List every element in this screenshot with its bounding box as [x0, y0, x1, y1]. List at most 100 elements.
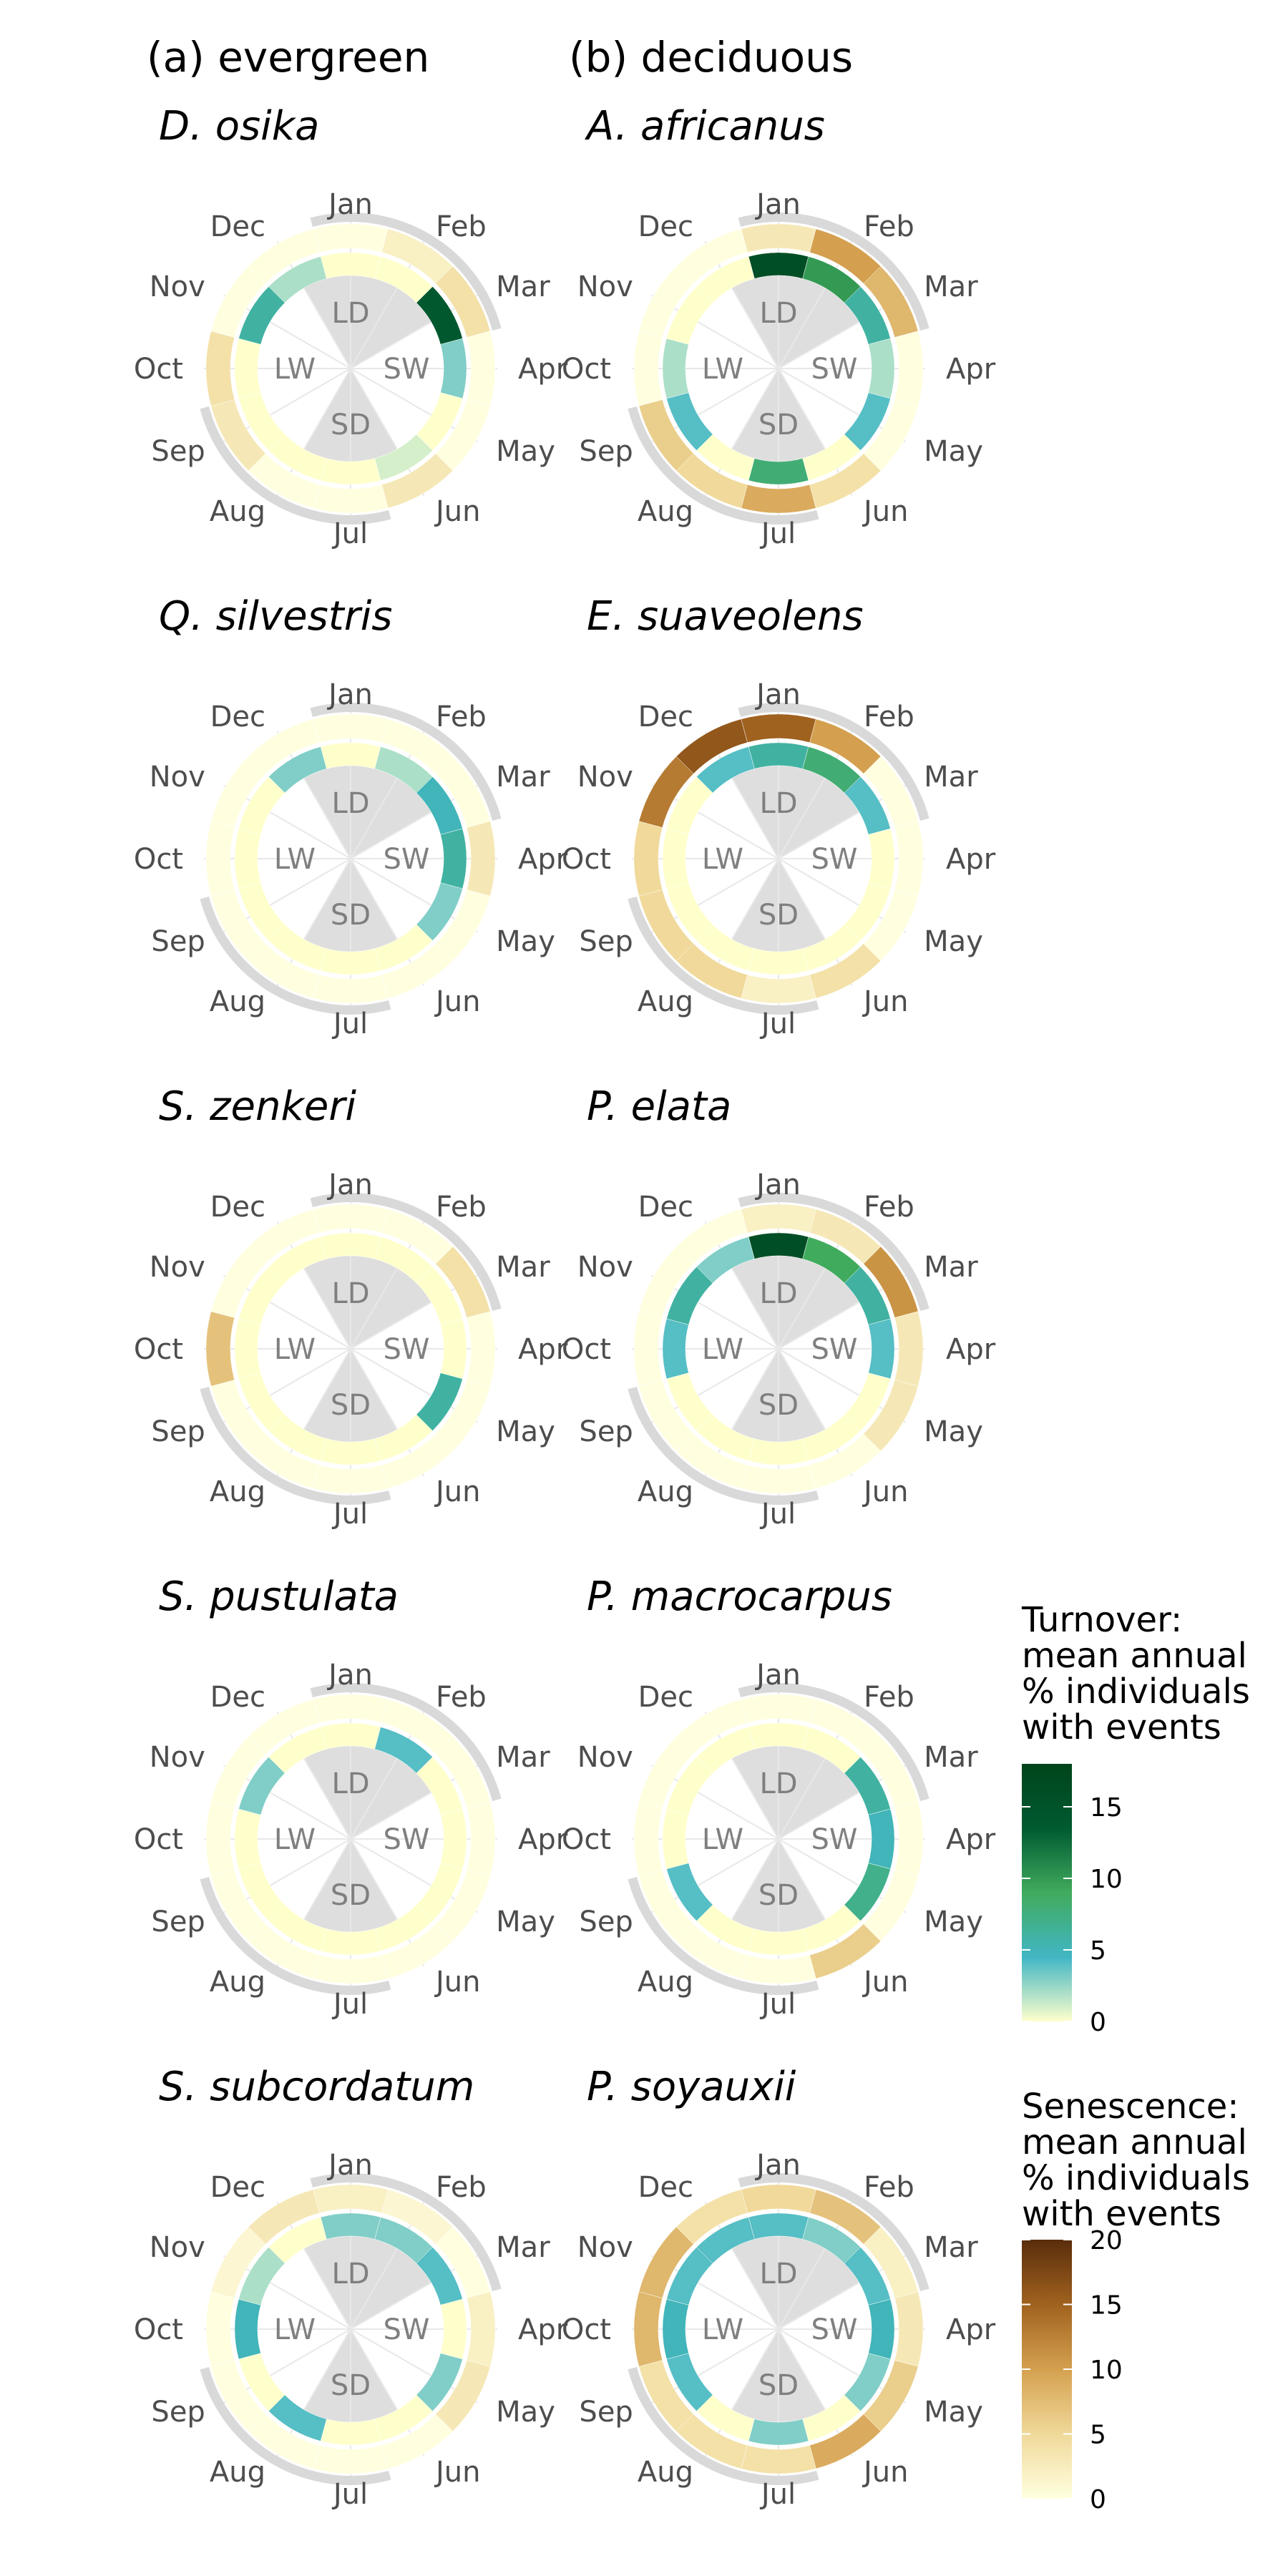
legend-title-line: % individuals [1022, 2158, 1250, 2198]
season-label: LD [331, 1767, 369, 1800]
turnover-cell-oct [662, 1318, 689, 1380]
month-label-jul: Jul [759, 1988, 796, 2021]
season-label: SD [331, 1389, 371, 1422]
turnover-cell-oct [662, 338, 689, 399]
month-label-may: May [496, 1906, 555, 1938]
turnover-cell-dec [696, 746, 755, 794]
season-arc-dry-short [200, 897, 391, 1015]
panel-p-macrocarpus: P. macrocarpus LD SW SD LW Jan Feb Mar Apr May Jun… [562, 1574, 996, 2021]
month-label-oct: Oct [562, 353, 611, 386]
month-label-jan: Jan [754, 1659, 801, 1692]
senescence-cell-apr [466, 821, 496, 897]
month-label-jun: Jun [862, 1475, 909, 1508]
month-label-aug: Aug [638, 1966, 693, 1999]
senescence-cell-jul [741, 1464, 816, 1494]
legend-tick-label: 0 [1090, 2485, 1106, 2514]
turnover-cell-jul [748, 2419, 809, 2446]
month-label-dec: Dec [210, 1681, 265, 1714]
month-label-sep: Sep [579, 2396, 633, 2429]
month-label-aug: Aug [210, 495, 265, 528]
senescence-cell-jul [313, 1464, 389, 1494]
month-label-dec: Dec [638, 210, 693, 243]
species-title: S. zenkeri [159, 1083, 356, 1130]
month-label-dec: Dec [210, 1191, 265, 1224]
turnover-cell-oct [662, 828, 689, 889]
month-label-oct: Oct [134, 843, 183, 876]
month-label-nov: Nov [150, 270, 205, 303]
season-label: SD [758, 899, 799, 932]
month-label-jun: Jun [434, 1475, 481, 1508]
turnover-cell-dec [696, 1727, 755, 1774]
season-wedge-long-dry [732, 2236, 859, 2329]
turnover-cell-dec [268, 256, 327, 303]
month-label-jan: Jan [326, 678, 373, 711]
senescence-cell-apr [894, 2291, 924, 2367]
month-label-nov: Nov [150, 1741, 205, 1774]
senescence-cell-dec [248, 1699, 320, 1755]
senescence-cell-jan [741, 713, 816, 743]
season-label: SW [384, 2313, 430, 2346]
senescence-cell-oct [633, 1801, 663, 1877]
month-label-aug: Aug [210, 1966, 265, 1999]
senescence-cell-jul [313, 1954, 389, 1984]
species-title: E. suaveolens [587, 593, 864, 640]
legend-tick-label: 15 [1090, 1793, 1123, 1823]
legend-colorbar [1022, 1764, 1072, 2021]
season-label: SW [384, 1333, 430, 1366]
turnover-cell-jan [748, 252, 809, 279]
turnover-cell-oct [234, 338, 261, 399]
month-label-oct: Oct [134, 1333, 183, 1366]
month-label-may: May [924, 1906, 983, 1938]
senescence-cell-oct [205, 1311, 235, 1387]
senescence-cell-dec [675, 1209, 748, 1264]
senescence-cell-dec [248, 718, 320, 774]
species-title: A. africanus [585, 103, 825, 150]
month-label-apr: Apr [946, 1823, 996, 1856]
senescence-cell-jan [741, 1204, 816, 1234]
season-arc-dry-long [310, 1683, 502, 1801]
season-arc-dry-short [628, 897, 819, 1015]
season-label: LW [702, 353, 743, 386]
season-label: SW [384, 1823, 430, 1856]
senescence-cell-jan [313, 1694, 389, 1724]
panel-a-africanus: A. africanus LD SW SD LW Jan Feb Mar Apr May Jun Ju… [562, 103, 996, 550]
month-label-may: May [924, 2396, 983, 2429]
month-label-sep: Sep [579, 1906, 633, 1938]
senescence-cell-jan [741, 1694, 816, 1724]
season-label: LD [759, 1767, 797, 1800]
month-label-mar: Mar [924, 1741, 978, 1774]
senescence-legend: Senescence:mean annual% individualswith … [1022, 2087, 1250, 2514]
month-label-may: May [924, 925, 983, 958]
month-label-oct: Oct [134, 2313, 183, 2346]
season-label: SW [811, 353, 858, 386]
season-label: SD [758, 409, 799, 441]
month-label-feb: Feb [864, 1681, 914, 1714]
senescence-cell-oct [205, 331, 235, 406]
senescence-cell-jul [741, 1954, 816, 1984]
senescence-cell-oct [205, 821, 235, 897]
species-title: D. osika [159, 103, 319, 150]
senescence-cell-apr [466, 1801, 496, 1877]
season-arc-dry-short [200, 2367, 391, 2485]
turnover-cell-jan [748, 1722, 809, 1750]
month-label-jun: Jun [862, 1966, 909, 1999]
month-label-mar: Mar [496, 761, 550, 794]
season-arc-dry-short [628, 406, 819, 525]
season-label: SD [758, 2369, 799, 2402]
legend-title-line: Senescence: [1022, 2087, 1239, 2127]
season-wedge-long-dry [304, 766, 431, 859]
season-arc-dry-short [628, 1877, 819, 1995]
legend-title-line: with events [1022, 2194, 1221, 2234]
month-label-aug: Aug [638, 2456, 693, 2489]
species-title: S. pustulata [159, 1574, 399, 1620]
season-arc-dry-long [310, 212, 502, 331]
month-label-aug: Aug [210, 2456, 265, 2489]
turnover-cell-apr [868, 338, 895, 399]
senescence-cell-apr [894, 821, 924, 897]
season-label: LW [274, 1333, 316, 1366]
turnover-cell-dec [268, 1236, 327, 1284]
month-label-dec: Dec [638, 701, 693, 733]
turnover-cell-dec [696, 2217, 755, 2264]
month-label-apr: Apr [518, 1333, 568, 1366]
